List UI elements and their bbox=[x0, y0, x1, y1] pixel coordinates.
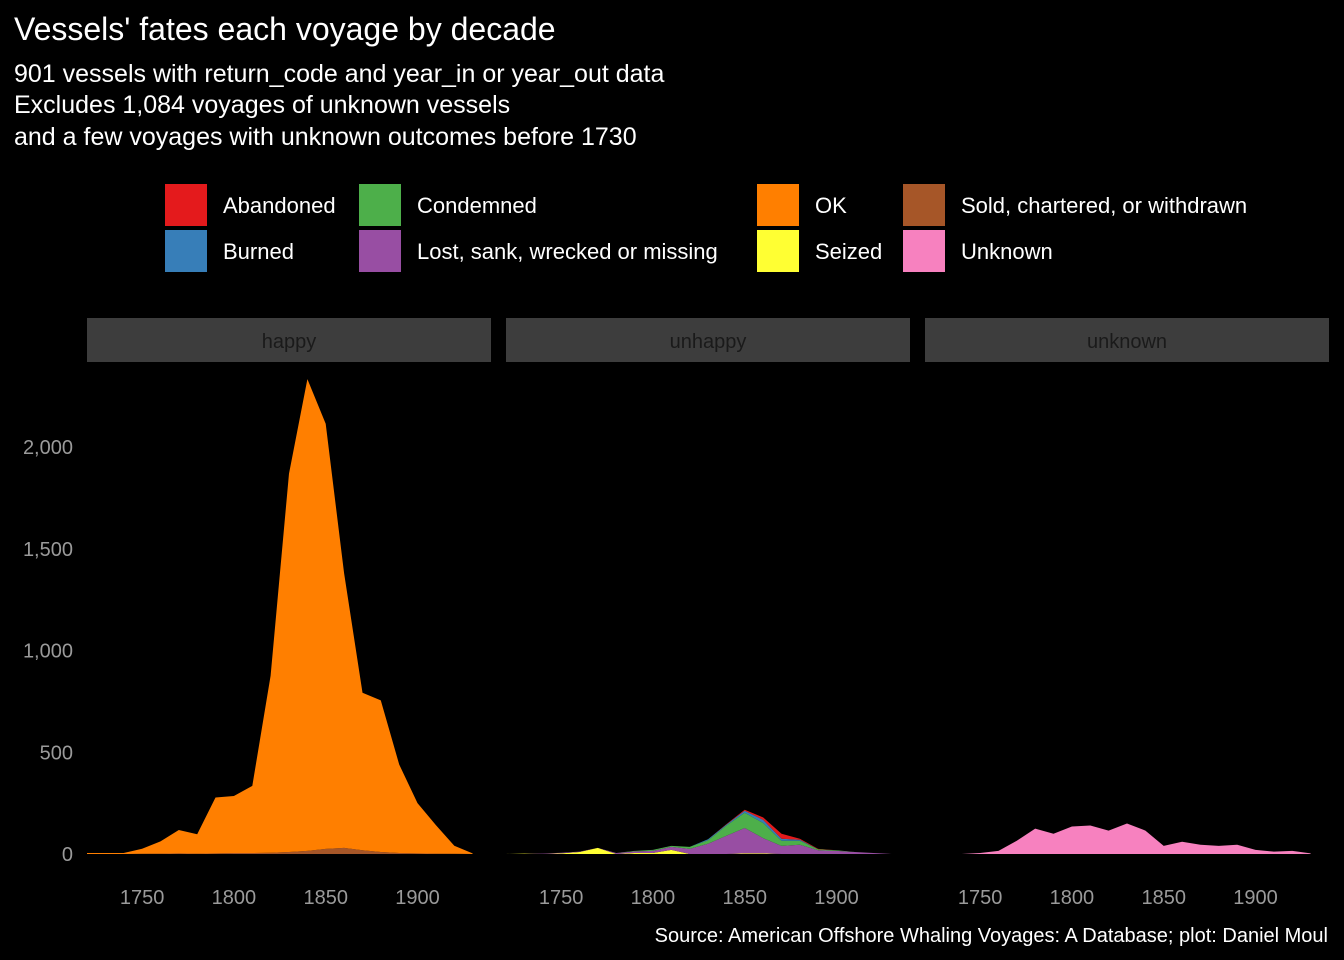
legend-label-unknown: Unknown bbox=[961, 239, 1053, 264]
legend-swatch-lost bbox=[359, 230, 401, 272]
legend-label-lost: Lost, sank, wrecked or missing bbox=[417, 239, 718, 264]
x-tick-label-unhappy-1750: 1750 bbox=[539, 887, 584, 909]
facet-label-unhappy: unhappy bbox=[670, 331, 747, 353]
panel-happy: happy 1750 1800 1850 1900 bbox=[87, 318, 491, 909]
legend: Abandoned Burned Condemned Lost, sank, wrec… bbox=[165, 184, 1247, 272]
legend-item-sold: Sold, chartered, or withdrawn bbox=[903, 184, 1247, 226]
legend-item-seized: Seized bbox=[757, 230, 882, 272]
legend-item-burned: Burned bbox=[165, 230, 294, 272]
chart-panels: happy 1750 1800 1850 1900 unhappy 1750 1800 1850… bbox=[87, 318, 1329, 909]
legend-item-unknown: Unknown bbox=[903, 230, 1053, 272]
chart-title: Vessels' fates each voyage by decade bbox=[14, 11, 556, 47]
area-unhappy-seized bbox=[506, 847, 892, 854]
legend-label-abandoned: Abandoned bbox=[223, 193, 336, 218]
legend-swatch-ok bbox=[757, 184, 799, 226]
x-tick-label-happy-1850: 1850 bbox=[303, 887, 348, 909]
legend-swatch-condemned bbox=[359, 184, 401, 226]
y-tick-label-1,500: 1,500 bbox=[23, 539, 73, 561]
x-tick-label-unhappy-1800: 1800 bbox=[631, 887, 676, 909]
legend-item-lost: Lost, sank, wrecked or missing bbox=[359, 230, 718, 272]
chart-caption: Source: American Offshore Whaling Voyage… bbox=[655, 925, 1328, 947]
facet-strip-happy bbox=[87, 318, 491, 362]
x-tick-label-unknown-1750: 1750 bbox=[958, 887, 1003, 909]
legend-item-condemned: Condemned bbox=[359, 184, 537, 226]
legend-item-ok: OK bbox=[757, 184, 847, 226]
legend-swatch-burned bbox=[165, 230, 207, 272]
facet-label-unknown: unknown bbox=[1087, 331, 1167, 353]
x-tick-label-happy-1900: 1900 bbox=[395, 887, 440, 909]
y-tick-label-2,000: 2,000 bbox=[23, 437, 73, 459]
x-tick-label-unhappy-1900: 1900 bbox=[814, 887, 859, 909]
x-tick-label-unknown-1800: 1800 bbox=[1050, 887, 1095, 909]
chart-subtitle-line-1: 901 vessels with return_code and year_in… bbox=[14, 60, 664, 88]
facet-strip-unknown bbox=[925, 318, 1329, 362]
y-axis: 0 500 1,000 1,500 2,000 bbox=[23, 437, 73, 866]
legend-label-burned: Burned bbox=[223, 239, 294, 264]
facet-label-happy: happy bbox=[262, 331, 317, 353]
x-tick-label-unhappy-1850: 1850 bbox=[722, 887, 767, 909]
x-tick-label-happy-1750: 1750 bbox=[120, 887, 165, 909]
legend-item-abandoned: Abandoned bbox=[165, 184, 336, 226]
chart-subtitle-line-3: and a few voyages with unknown outcomes … bbox=[14, 123, 637, 151]
legend-swatch-sold bbox=[903, 184, 945, 226]
x-tick-label-unknown-1900: 1900 bbox=[1233, 887, 1278, 909]
area-unknown-unknown bbox=[925, 823, 1311, 854]
y-tick-label-1,000: 1,000 bbox=[23, 641, 73, 663]
area-happy-ok bbox=[87, 379, 473, 854]
y-tick-label-500: 500 bbox=[40, 742, 73, 764]
area-happy-sold bbox=[87, 847, 473, 854]
legend-label-condemned: Condemned bbox=[417, 193, 537, 218]
legend-label-sold: Sold, chartered, or withdrawn bbox=[961, 193, 1247, 218]
panel-unhappy: unhappy 1750 1800 1850 1900 bbox=[506, 318, 910, 909]
legend-swatch-unknown bbox=[903, 230, 945, 272]
x-tick-label-happy-1800: 1800 bbox=[212, 887, 257, 909]
legend-label-seized: Seized bbox=[815, 239, 882, 264]
chart-subtitle-line-2: Excludes 1,084 voyages of unknown vessel… bbox=[14, 91, 510, 119]
legend-swatch-seized bbox=[757, 230, 799, 272]
area-unhappy-lost bbox=[506, 828, 892, 854]
panel-unknown: unknown 1750 1800 1850 1900 bbox=[925, 318, 1329, 909]
facet-strip-unhappy bbox=[506, 318, 910, 362]
legend-swatch-abandoned bbox=[165, 184, 207, 226]
y-tick-label-0: 0 bbox=[62, 844, 73, 866]
x-tick-label-unknown-1850: 1850 bbox=[1141, 887, 1186, 909]
legend-label-ok: OK bbox=[815, 193, 847, 218]
area-unhappy-condemned bbox=[506, 812, 892, 854]
